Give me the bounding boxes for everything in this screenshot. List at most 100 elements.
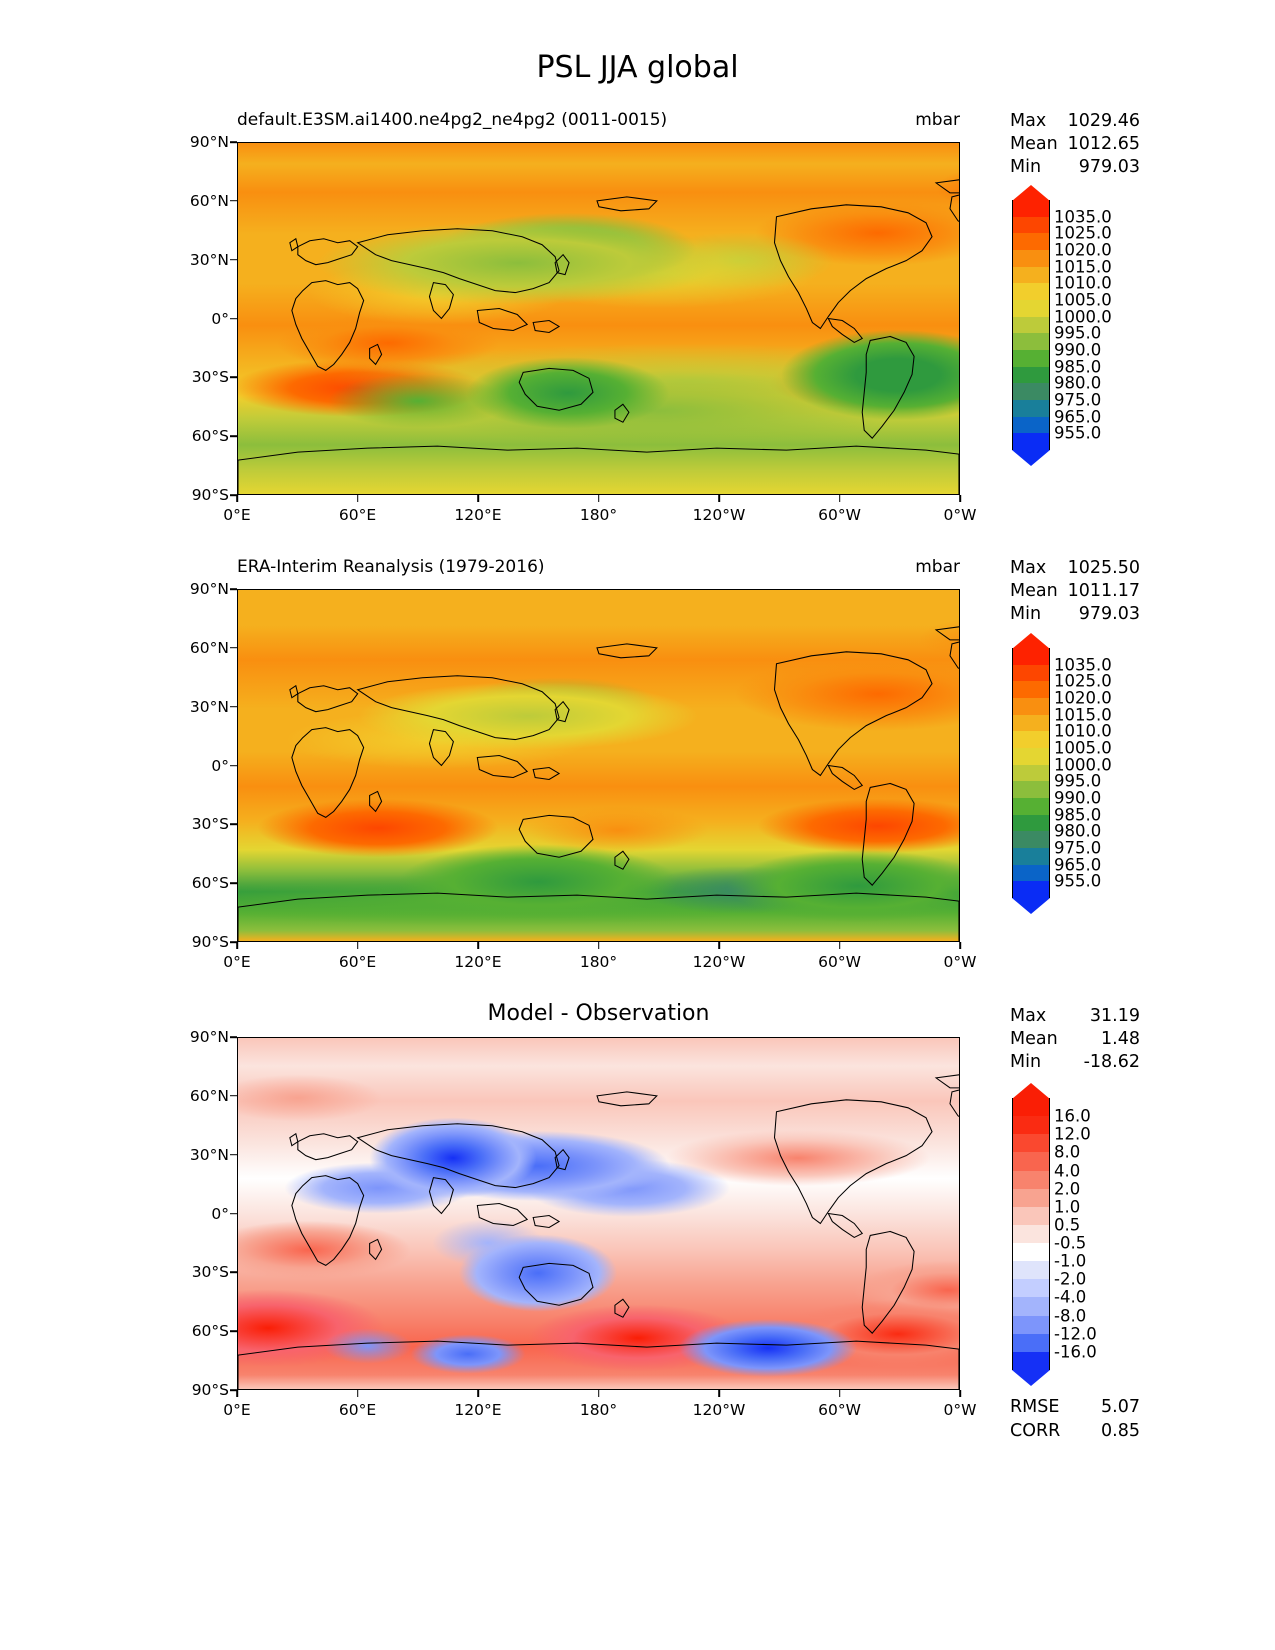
ytick-label: 60°N: [189, 191, 229, 210]
colorbar-tick-label: 1005.0: [1054, 290, 1112, 310]
colorbar-tick-label: 975.0: [1054, 838, 1102, 858]
colorbar-tick-label: 1025.0: [1054, 223, 1112, 243]
colorbar-segment: [1013, 847, 1049, 865]
colorbar-segment: [1013, 1116, 1049, 1135]
colorbar-segment: [1013, 299, 1049, 317]
ytick-label: 0°: [211, 309, 229, 328]
ytick-label: 60°S: [191, 874, 229, 893]
score-rmse-value: 5.07: [1101, 1397, 1140, 1417]
colorbar-segment: [1013, 349, 1049, 367]
colorbar-segment: [1013, 881, 1049, 898]
colorbar-tick-label: -12.0: [1054, 1324, 1097, 1344]
colorbar-tick-label: 1015.0: [1054, 257, 1112, 277]
colorbar-segment: [1013, 664, 1049, 682]
colorbar-tick-label: 980.0: [1054, 821, 1102, 841]
colorbar-tick-label: 990.0: [1054, 340, 1102, 360]
ytick-label: 30°S: [191, 815, 229, 834]
panel-model-title: default.E3SM.ai1400.ne4pg2_ne4pg2 (0011-…: [237, 110, 668, 130]
ytick-label: 90°N: [189, 133, 229, 151]
colorbar-tick-label: 1020.0: [1054, 688, 1112, 708]
xtick-label: 120°W: [692, 1401, 746, 1419]
colorbar-tick-label: 1035.0: [1054, 655, 1112, 675]
xtick-label: 0°E: [223, 506, 251, 524]
ytick-label: 30°N: [189, 250, 229, 269]
panel-model-header: default.E3SM.ai1400.ne4pg2_ne4pg2 (0011-…: [237, 110, 960, 132]
colorbar-tick-label: 995.0: [1054, 323, 1102, 343]
panel-observation-colorbar: 1035.0 1025.0 1020.0 1015.0 1010.0 1005.0 1000…: [1012, 633, 1112, 914]
panel-observation-coastlines: [238, 590, 959, 942]
stat-max-value: 1029.46: [1067, 111, 1140, 131]
colorbar-tick-label: 965.0: [1054, 407, 1102, 427]
panel-model: default.E3SM.ai1400.ne4pg2_ne4pg2 (0011-…: [190, 110, 977, 525]
xtick-label: 0°E: [223, 953, 251, 971]
colorbar-segment: [1013, 433, 1049, 450]
xtick-label: 0°W: [943, 506, 977, 524]
colorbar-extend-max-arrow: [1012, 1083, 1050, 1099]
ytick-label: 30°N: [189, 1145, 229, 1164]
colorbar-tick-label: -16.0: [1054, 1342, 1097, 1362]
colorbar-tick-label: -2.0: [1054, 1269, 1087, 1289]
colorbar-tick-label: 8.0: [1054, 1142, 1081, 1162]
colorbar-segment: [1013, 283, 1049, 300]
ytick-label: 60°N: [189, 638, 229, 657]
panel-observation-map[interactable]: [237, 589, 960, 942]
ytick-label: 90°S: [191, 1381, 229, 1399]
colorbar-segment: [1013, 1206, 1049, 1225]
xtick-label: 120°E: [454, 506, 502, 524]
panel-model-map[interactable]: [237, 142, 960, 495]
colorbar-tick-label: 4.0: [1054, 1161, 1081, 1181]
colorbar-segment: [1013, 1152, 1049, 1171]
panel-difference-map[interactable]: [237, 1037, 960, 1390]
xtick-label: 180°: [579, 506, 618, 524]
stat-min-value: 979.03: [1078, 157, 1140, 177]
colorbar-tick-label: 0.5: [1054, 1215, 1081, 1235]
colorbar-segment: [1013, 249, 1049, 267]
stat-min-label: Min: [1010, 157, 1042, 177]
colorbar-tick-label: 1005.0: [1054, 738, 1112, 758]
colorbar-segment: [1013, 1333, 1049, 1352]
colorbar-extend-min-arrow: [1012, 1370, 1050, 1386]
xtick-label: 0°W: [943, 1401, 977, 1419]
colorbar-segment: [1013, 1188, 1049, 1207]
colorbar-gradient: [1012, 648, 1050, 898]
colorbar-extend-min-arrow: [1012, 898, 1050, 914]
colorbar-segment: [1013, 1134, 1049, 1153]
colorbar-tick-label: 975.0: [1054, 390, 1102, 410]
colorbar-segment: [1013, 366, 1049, 384]
colorbar-segment: [1013, 1261, 1049, 1280]
xtick-label: 120°E: [454, 953, 502, 971]
stat-max-value: 31.19: [1089, 1006, 1140, 1026]
panel-difference-header: Model - Observation: [237, 1001, 960, 1027]
stat-min-label: Min: [1010, 1052, 1042, 1072]
panel-difference-coastlines: [238, 1038, 959, 1390]
colorbar-segment: [1013, 200, 1049, 217]
colorbar-extend-max-arrow: [1012, 633, 1050, 649]
stat-mean-label: Mean: [1010, 134, 1058, 154]
colorbar-segment: [1013, 648, 1049, 665]
colorbar-tick-label: 12.0: [1054, 1124, 1091, 1144]
panel-model-coastlines: [238, 143, 959, 495]
xtick-label: 120°W: [692, 506, 746, 524]
xtick-label: 60°E: [338, 1401, 377, 1419]
colorbar-tick-label: 955.0: [1054, 423, 1102, 443]
stat-mean-label: Mean: [1010, 1029, 1058, 1049]
colorbar-tick-label: 985.0: [1054, 805, 1102, 825]
ytick-label: 0°: [211, 756, 229, 775]
colorbar-segment: [1013, 1098, 1049, 1117]
colorbar-segment: [1013, 814, 1049, 832]
colorbar-segment: [1013, 864, 1049, 882]
colorbar-tick-label: -4.0: [1054, 1287, 1087, 1307]
colorbar-tick-label: 990.0: [1054, 788, 1102, 808]
colorbar-segment: [1013, 1279, 1049, 1298]
stat-min-label: Min: [1010, 604, 1042, 624]
ytick-label: 30°S: [191, 368, 229, 387]
colorbar-segment: [1013, 316, 1049, 334]
xtick-label: 120°W: [692, 953, 746, 971]
xtick-label: 60°E: [338, 953, 377, 971]
colorbar-tick-label: 1000.0: [1054, 755, 1112, 775]
colorbar-segment: [1013, 1297, 1049, 1316]
colorbar-extend-max-arrow: [1012, 185, 1050, 201]
colorbar-tick-label: 965.0: [1054, 855, 1102, 875]
xtick-label: 180°: [579, 953, 618, 971]
xtick-label: 60°W: [818, 1401, 861, 1419]
